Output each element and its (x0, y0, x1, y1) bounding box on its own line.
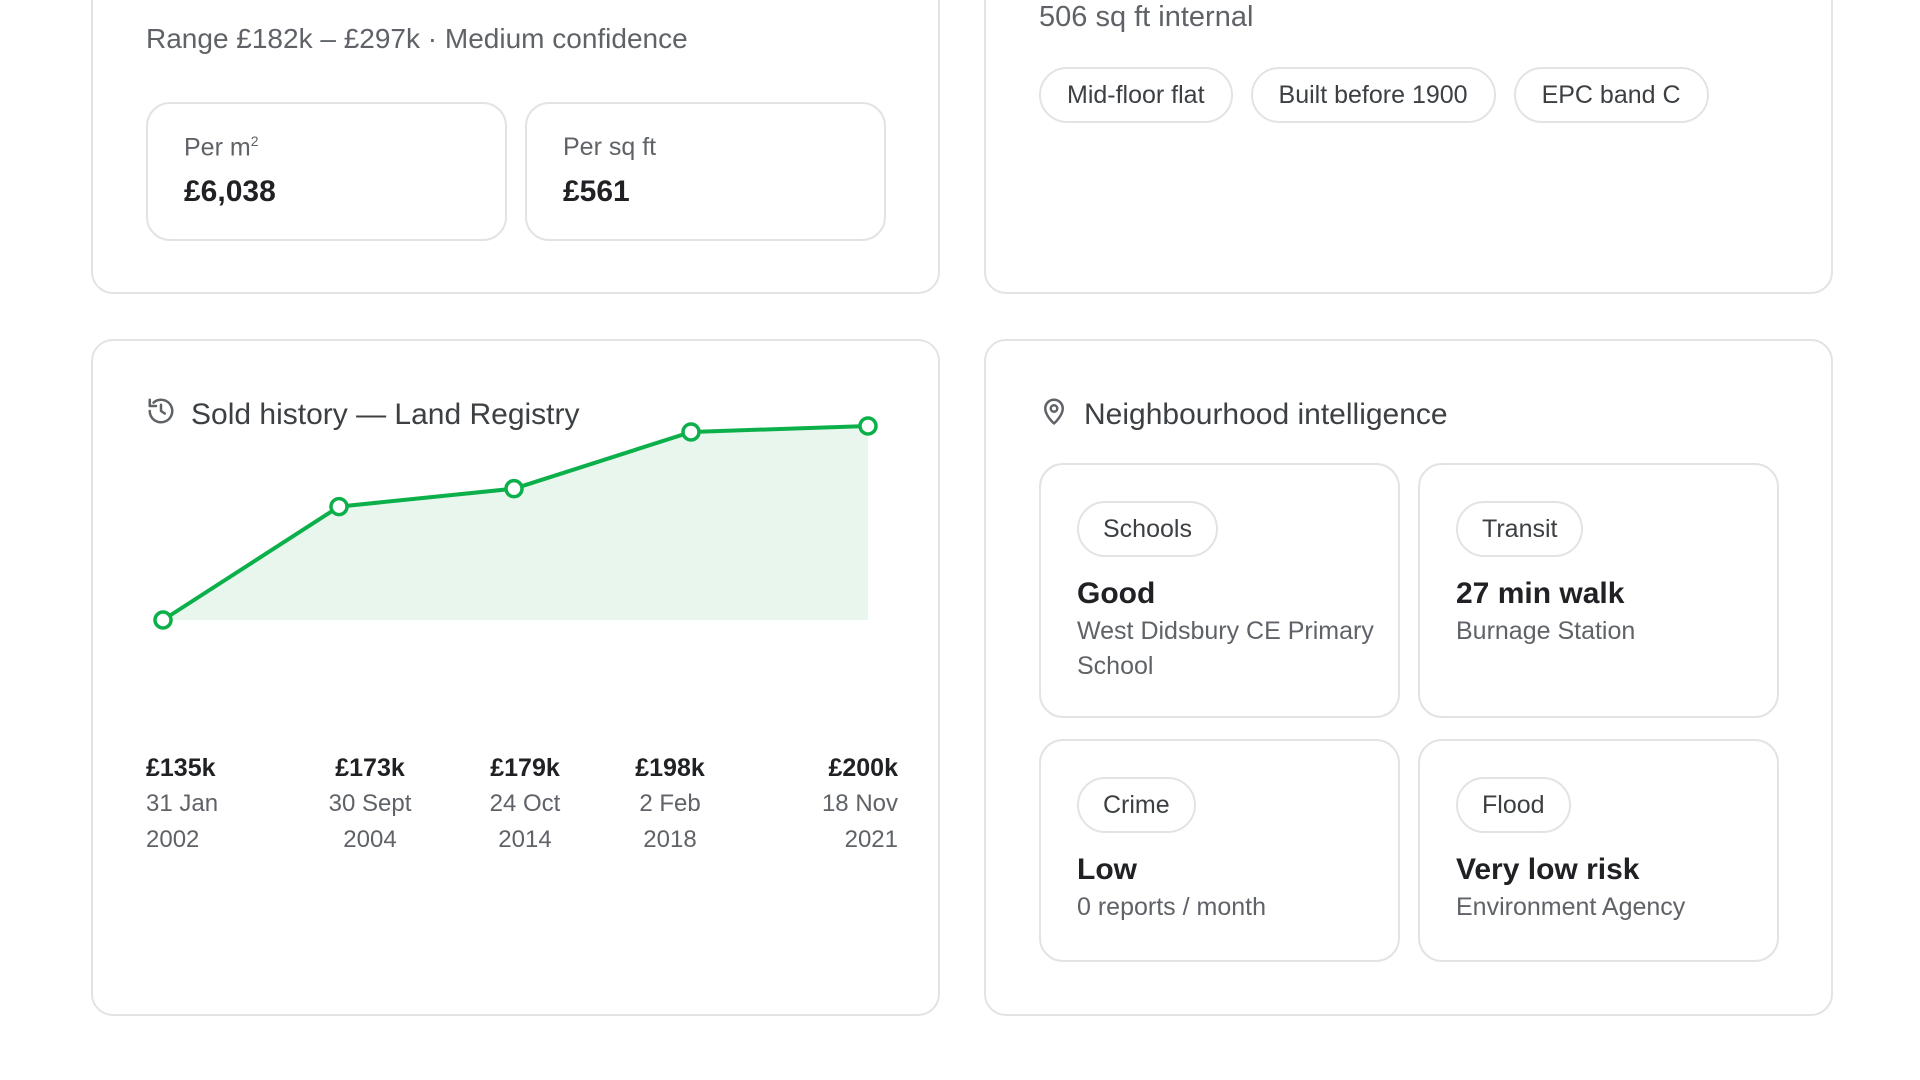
internal-size-text: 506 sq ft internal (1039, 1, 1254, 33)
sale-date: 24 Oct (489, 790, 561, 817)
crime-box: Crime Low 0 reports / month (1039, 739, 1400, 962)
schools-box: Schools Good West Didsbury CE Primary Sc… (1039, 463, 1400, 718)
valuation-range-text: Range £182k – £297k · Medium confidence (146, 23, 688, 54)
property-chip: Built before 1900 (1250, 67, 1496, 123)
sale-date: 31 Jan (146, 790, 219, 817)
chart-point[interactable] (681, 422, 701, 442)
flood-box: Flood Very low risk Environment Agency (1418, 739, 1779, 962)
sale-label: £135k 31 Jan 2002 (146, 750, 218, 858)
neighbourhood-header: Neighbourhood intelligence (1039, 396, 1448, 434)
sale-year: 2021 (844, 826, 898, 853)
chart-point[interactable] (153, 610, 173, 630)
property-chips: Mid-floor flat Built before 1900 EPC ban… (1039, 67, 1709, 123)
property-chip: Mid-floor flat (1039, 67, 1233, 123)
sale-price: £198k (635, 754, 705, 782)
sale-label: £198k 2 Feb 2018 (635, 750, 705, 858)
sale-year: 2002 (146, 826, 200, 853)
crime-tag: Crime (1077, 777, 1196, 833)
price-per-sqft-value: £561 (563, 175, 630, 208)
location-pin-icon (1039, 396, 1069, 434)
sale-price: £173k (335, 754, 405, 782)
transit-value: 27 min walk (1456, 577, 1625, 610)
sale-year: 2004 (343, 826, 397, 853)
flood-tag: Flood (1456, 777, 1571, 833)
sale-price: £135k (146, 754, 216, 782)
neighbourhood-title: Neighbourhood intelligence (1084, 398, 1448, 431)
sale-year: 2018 (643, 826, 697, 853)
property-chip: EPC band C (1513, 67, 1709, 123)
sale-label: £179k 24 Oct 2014 (490, 750, 561, 858)
transit-tag: Transit (1456, 501, 1584, 557)
chart-point[interactable] (504, 478, 524, 499)
chart-point[interactable] (858, 416, 878, 436)
neighbourhood-card: Neighbourhood intelligence Schools Good … (984, 339, 1833, 1016)
crime-sub: 0 reports / month (1077, 893, 1266, 921)
price-per-sqft-label: Per sq ft (563, 133, 657, 161)
chart-point[interactable] (329, 496, 349, 517)
sale-date: 18 Nov (821, 790, 898, 817)
chart-area (163, 426, 868, 620)
transit-sub: Burnage Station (1456, 617, 1636, 645)
sale-year: 2014 (498, 826, 552, 853)
sold-history-card: Sold history — Land Registry £135k 31 Jan… (91, 339, 940, 1016)
property-details-card: 506 sq ft internal Mid-floor flat Built … (984, 0, 1833, 294)
sold-history-chart (153, 416, 878, 630)
price-per-m2-box: Per m2 £6,038 (146, 102, 507, 241)
schools-sub: West Didsbury CE Primary School (1077, 617, 1374, 680)
sale-date: 30 Sept (328, 790, 412, 817)
price-per-m2-label: Per m2 (184, 133, 259, 162)
crime-value: Low (1077, 853, 1137, 886)
sold-history-title: Sold history — Land Registry (191, 398, 580, 431)
price-per-m2-value: £6,038 (184, 175, 276, 208)
sale-label: £200k 18 Nov 2021 (822, 750, 898, 858)
sale-label: £173k 30 Sept 2004 (329, 750, 412, 858)
schools-tag: Schools (1077, 501, 1218, 557)
sale-price: £200k (828, 754, 898, 782)
flood-value: Very low risk (1456, 853, 1640, 886)
sale-price: £179k (490, 754, 560, 782)
sale-date: 2 Feb (639, 790, 701, 817)
valuation-card: Range £182k – £297k · Medium confidence … (91, 0, 940, 294)
transit-box: Transit 27 min walk Burnage Station (1418, 463, 1779, 718)
history-icon (146, 396, 176, 434)
flood-sub: Environment Agency (1456, 893, 1686, 921)
sold-history-header: Sold history — Land Registry (146, 396, 580, 434)
schools-value: Good (1077, 577, 1156, 610)
price-per-sqft-box: Per sq ft £561 (525, 102, 886, 241)
